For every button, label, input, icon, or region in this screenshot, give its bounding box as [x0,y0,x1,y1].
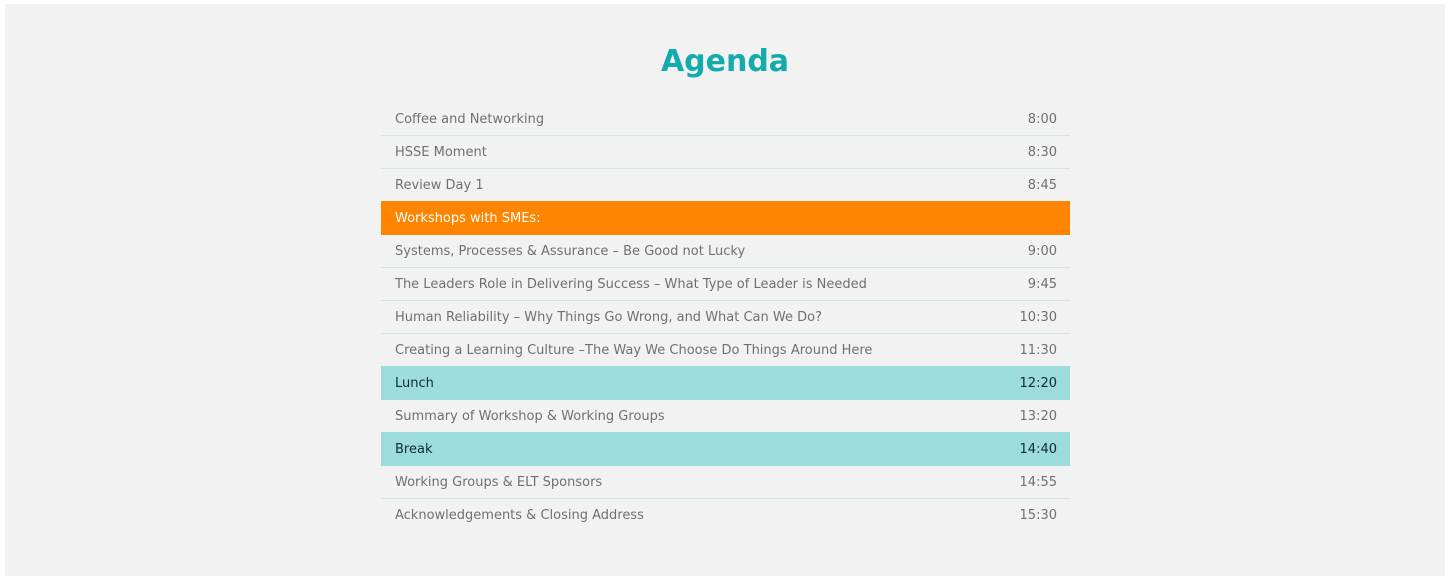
agenda-item-label: Coffee and Networking [395,111,545,127]
agenda-item-time: 8:00 [1027,111,1057,127]
agenda-row-human-reliability: Human Reliability – Why Things Go Wrong,… [381,301,1070,334]
agenda-panel: Agenda Coffee and Networking 8:00 HSSE M… [5,4,1445,576]
agenda-row-working-groups: Working Groups & ELT Sponsors 14:55 [381,466,1070,499]
agenda-item-time: 14:55 [1019,474,1057,490]
agenda-item-label: Review Day 1 [395,177,484,193]
agenda-item-label: Working Groups & ELT Sponsors [395,474,603,490]
agenda-item-label: Creating a Learning Culture –The Way We … [395,342,873,358]
agenda-row-coffee: Coffee and Networking 8:00 [381,103,1070,136]
agenda-item-label: Systems, Processes & Assurance – Be Good… [395,243,746,259]
agenda-item-time: 11:30 [1019,342,1057,358]
agenda-row-closing: Acknowledgements & Closing Address 15:30 [381,499,1070,532]
agenda-item-time: 8:45 [1027,177,1057,193]
break-time: 12:20 [1019,375,1057,391]
agenda-break-break: Break 14:40 [381,432,1070,466]
break-label: Lunch [395,375,434,391]
agenda-item-time: 13:20 [1019,408,1057,424]
agenda-item-label: Acknowledgements & Closing Address [395,508,644,523]
agenda-item-label: Summary of Workshop & Working Groups [395,408,665,424]
agenda-title: Agenda [660,44,790,79]
agenda-item-time: 9:45 [1027,276,1057,292]
break-label: Break [395,441,433,457]
agenda-row-review: Review Day 1 8:45 [381,169,1070,202]
agenda-item-time: 15:30 [1019,508,1057,523]
agenda-break-lunch: Lunch 12:20 [381,366,1070,400]
agenda-table: Coffee and Networking 8:00 HSSE Moment 8… [381,103,1070,532]
agenda-item-time: 10:30 [1019,309,1057,325]
agenda-item-label: The Leaders Role in Delivering Success –… [395,276,867,292]
section-label: Workshops with SMEs: [395,210,541,226]
agenda-row-hsse: HSSE Moment 8:30 [381,136,1070,169]
agenda-section-workshops: Workshops with SMEs: [381,201,1070,235]
agenda-row-summary: Summary of Workshop & Working Groups 13:… [381,400,1070,433]
break-time: 14:40 [1019,441,1057,457]
agenda-item-label: Human Reliability – Why Things Go Wrong,… [395,309,822,325]
agenda-item-label: HSSE Moment [395,144,487,160]
agenda-row-leaders: The Leaders Role in Delivering Success –… [381,268,1070,301]
agenda-row-learning-culture: Creating a Learning Culture –The Way We … [381,334,1070,367]
agenda-row-systems: Systems, Processes & Assurance – Be Good… [381,235,1070,268]
agenda-item-time: 9:00 [1027,243,1057,259]
agenda-item-time: 8:30 [1027,144,1057,160]
